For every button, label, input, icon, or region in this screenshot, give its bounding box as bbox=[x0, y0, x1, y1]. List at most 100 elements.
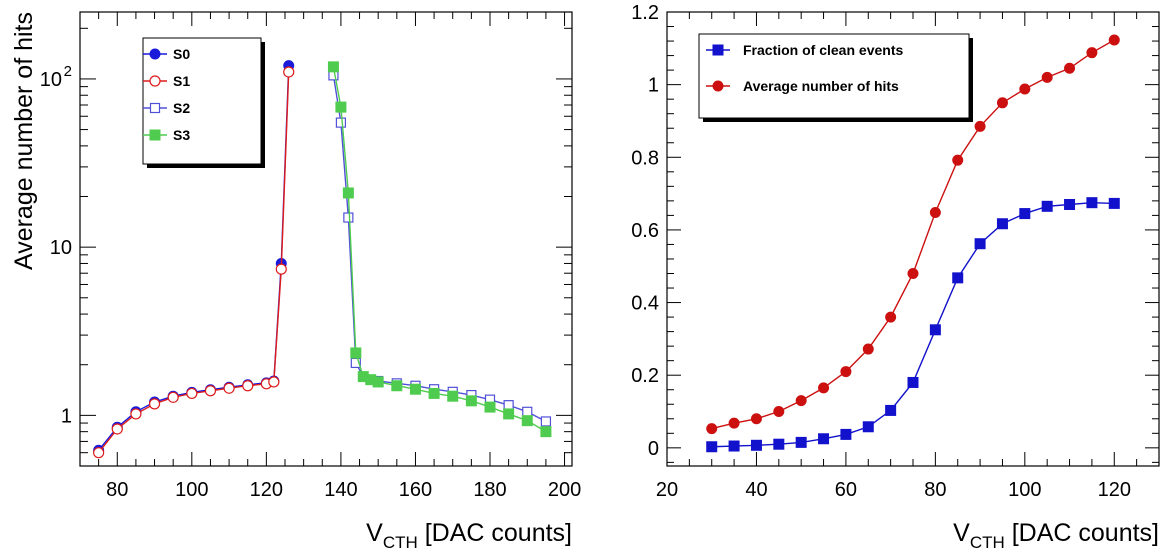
data-point bbox=[186, 387, 198, 400]
data-point bbox=[540, 416, 552, 427]
data-point bbox=[343, 212, 354, 223]
x-tick-label: 120 bbox=[250, 479, 283, 501]
data-point bbox=[391, 380, 403, 392]
data-point bbox=[223, 382, 235, 394]
legend-marker bbox=[149, 129, 161, 141]
legend: Fraction of clean events Average number o… bbox=[698, 33, 973, 122]
y-tick-label-exponent: 2 bbox=[64, 63, 72, 80]
y-tick-label: 0 bbox=[648, 438, 659, 460]
data-point bbox=[93, 447, 105, 459]
data-point bbox=[1086, 197, 1098, 209]
legend-label: Average number of hits bbox=[743, 78, 899, 94]
data-point bbox=[974, 238, 986, 250]
data-point bbox=[773, 406, 785, 418]
data-point bbox=[996, 218, 1008, 230]
data-point bbox=[522, 406, 533, 417]
data-point bbox=[728, 417, 740, 429]
x-tick-label: 140 bbox=[324, 479, 357, 501]
legend-marker bbox=[149, 102, 161, 114]
data-point bbox=[1108, 34, 1120, 46]
data-point bbox=[275, 263, 287, 275]
data-point bbox=[840, 428, 852, 440]
legend-box bbox=[142, 37, 262, 165]
data-point bbox=[148, 398, 161, 410]
data-point bbox=[862, 421, 874, 433]
data-point bbox=[929, 206, 941, 218]
data-point bbox=[447, 390, 459, 402]
series-line bbox=[711, 201, 1115, 448]
data-point bbox=[372, 376, 384, 388]
y-tick-label: 0.4 bbox=[631, 293, 659, 315]
data-point bbox=[929, 324, 941, 336]
data-point bbox=[167, 391, 179, 403]
series-s1 bbox=[93, 66, 295, 459]
data-point bbox=[996, 97, 1008, 109]
data-point bbox=[465, 395, 477, 407]
data-point bbox=[907, 376, 919, 388]
x-tick-label: 200 bbox=[548, 479, 581, 501]
legend-marker bbox=[149, 75, 161, 87]
x-tick-label: 60 bbox=[835, 479, 857, 501]
legend-marker bbox=[149, 48, 161, 60]
data-point bbox=[952, 272, 964, 284]
data-point bbox=[350, 347, 362, 359]
series-average-number-of-hits bbox=[706, 34, 1120, 435]
data-point bbox=[521, 415, 533, 427]
data-point bbox=[335, 117, 347, 128]
legend-label: S2 bbox=[173, 100, 190, 116]
x-axis-title: VCTH [DAC counts] bbox=[366, 519, 572, 551]
x-tick-label: 100 bbox=[175, 479, 208, 501]
data-point bbox=[1041, 200, 1053, 212]
data-point bbox=[428, 387, 440, 399]
data-point bbox=[484, 401, 496, 413]
legend-label: Fraction of clean events bbox=[743, 42, 903, 58]
series-line bbox=[332, 75, 547, 423]
data-point bbox=[503, 408, 515, 420]
y-tick-label: 1 bbox=[648, 75, 659, 97]
legend-marker bbox=[712, 80, 724, 92]
plot-frame bbox=[79, 11, 573, 467]
data-point bbox=[907, 268, 919, 280]
data-point bbox=[1019, 208, 1031, 220]
data-point bbox=[335, 101, 347, 113]
y-tick-label: 10 bbox=[40, 69, 62, 91]
data-point bbox=[818, 382, 830, 394]
y-tick-label: 0.6 bbox=[631, 220, 659, 242]
legend-label: S0 bbox=[173, 46, 190, 62]
data-point bbox=[862, 343, 874, 355]
data-point bbox=[818, 433, 830, 445]
data-point bbox=[1041, 71, 1053, 83]
data-point bbox=[268, 376, 280, 388]
x-axis-title: VCTH [DAC counts] bbox=[953, 519, 1159, 551]
series-line bbox=[332, 66, 547, 433]
y-tick-label: 1 bbox=[61, 405, 72, 427]
data-point bbox=[974, 120, 986, 132]
data-point bbox=[728, 440, 740, 452]
x-tick-label: 40 bbox=[745, 479, 767, 501]
data-point bbox=[540, 426, 552, 438]
data-point bbox=[773, 438, 785, 450]
data-point bbox=[885, 311, 897, 323]
data-point bbox=[342, 187, 354, 199]
data-point bbox=[111, 423, 123, 435]
data-point bbox=[503, 400, 514, 411]
x-tick-label: 80 bbox=[106, 479, 128, 501]
y-axis-title: Average number of hits bbox=[10, 12, 38, 270]
data-point bbox=[327, 61, 339, 73]
data-point bbox=[795, 436, 807, 448]
x-tick-label: 20 bbox=[656, 479, 678, 501]
y-tick-label: 0.8 bbox=[631, 147, 659, 169]
data-point bbox=[706, 441, 718, 453]
data-point bbox=[840, 366, 852, 378]
legend-box bbox=[698, 33, 970, 119]
data-point bbox=[1086, 47, 1098, 59]
legend-marker bbox=[712, 44, 724, 56]
data-point bbox=[204, 385, 217, 397]
x-tick-label: 120 bbox=[1098, 479, 1131, 501]
x-tick-label: 100 bbox=[1008, 479, 1041, 501]
legend-label: S3 bbox=[173, 127, 190, 143]
data-point bbox=[409, 383, 421, 395]
